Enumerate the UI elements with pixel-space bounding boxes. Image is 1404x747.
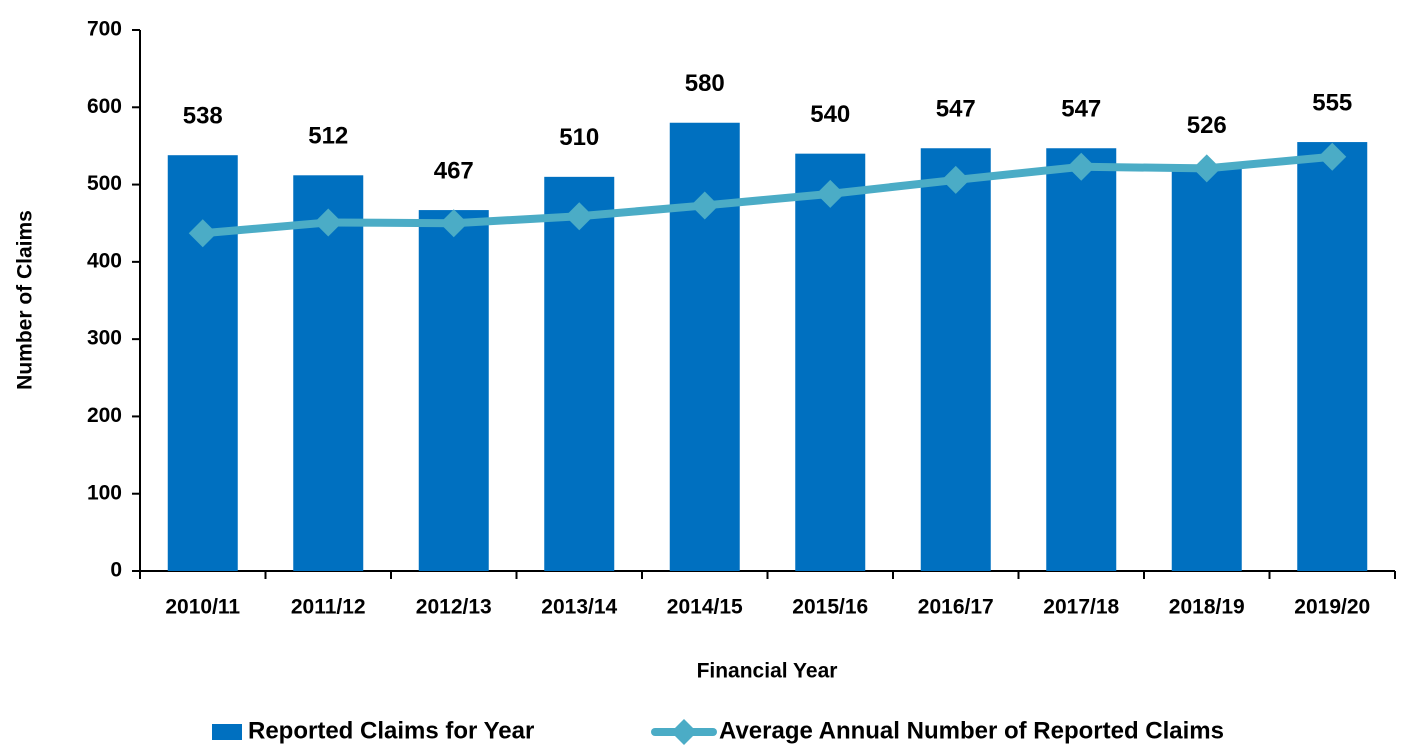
bar <box>1171 164 1242 571</box>
y-tick-label: 300 <box>87 327 122 350</box>
bar <box>418 210 489 571</box>
x-tick-label: 2016/17 <box>918 596 994 619</box>
bar <box>795 153 866 571</box>
bar <box>1297 142 1368 572</box>
data-label: 540 <box>810 101 850 128</box>
bar <box>167 155 238 571</box>
data-label: 526 <box>1187 112 1227 139</box>
x-tick-label: 2019/20 <box>1294 596 1370 619</box>
bar <box>293 175 364 571</box>
x-tick-label: 2015/16 <box>792 596 868 619</box>
line <box>202 152 1333 238</box>
marker <box>1318 142 1347 171</box>
x-tick-label: 2013/14 <box>541 596 617 619</box>
bar <box>1046 148 1117 572</box>
y-axis-title: Number of Claims <box>14 210 37 390</box>
bar <box>920 148 991 572</box>
data-label: 512 <box>308 123 348 150</box>
marker <box>439 209 468 238</box>
marker <box>816 179 845 208</box>
data-label: 467 <box>434 157 474 184</box>
marker <box>1192 154 1221 183</box>
data-label: 555 <box>1312 89 1352 116</box>
y-tick-label: 500 <box>87 172 122 195</box>
marker <box>941 165 970 194</box>
y-tick-label: 100 <box>87 481 122 504</box>
x-tick-label: 2012/13 <box>416 596 492 619</box>
legend-marker <box>671 719 697 745</box>
legend-swatch <box>212 724 242 740</box>
y-tick-label: 400 <box>87 249 122 272</box>
marker <box>1067 152 1096 181</box>
x-tick-label: 2018/19 <box>1169 596 1245 619</box>
x-tick-label: 2017/18 <box>1043 596 1119 619</box>
data-label: 547 <box>936 96 976 123</box>
legend-label: Average Annual Number of Reported Claims <box>719 717 1224 744</box>
y-tick-label: 200 <box>87 404 122 427</box>
x-tick-label: 2014/15 <box>667 596 743 619</box>
x-tick-label: 2010/11 <box>165 596 240 619</box>
marker <box>188 219 217 248</box>
data-label: 510 <box>559 124 599 151</box>
marker <box>690 191 719 220</box>
bar <box>669 122 740 571</box>
bar <box>544 176 615 572</box>
data-label: 547 <box>1061 96 1101 123</box>
data-label: 580 <box>685 70 725 97</box>
marker <box>565 202 594 231</box>
marker <box>314 208 343 237</box>
x-axis-title: Financial Year <box>697 660 838 683</box>
legend-label: Reported Claims for Year <box>248 717 534 744</box>
y-tick-label: 0 <box>110 559 122 582</box>
y-tick-label: 700 <box>87 18 122 41</box>
y-tick-label: 600 <box>87 95 122 118</box>
data-label: 538 <box>183 103 223 130</box>
x-tick-label: 2011/12 <box>291 596 366 619</box>
